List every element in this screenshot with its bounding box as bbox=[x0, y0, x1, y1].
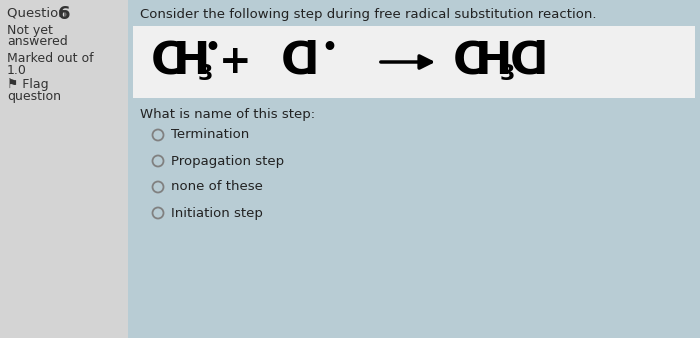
Text: What is name of this step:: What is name of this step: bbox=[140, 108, 315, 121]
Text: H: H bbox=[475, 41, 512, 83]
Bar bbox=[133, 26, 695, 98]
Text: Not yet: Not yet bbox=[7, 24, 53, 37]
Text: Propagation step: Propagation step bbox=[171, 154, 284, 168]
Text: ⚑ Flag: ⚑ Flag bbox=[7, 78, 48, 91]
Text: Initiation step: Initiation step bbox=[171, 207, 263, 219]
Text: C: C bbox=[453, 41, 486, 83]
Text: l: l bbox=[532, 41, 547, 83]
Text: Question: Question bbox=[7, 7, 71, 20]
Text: Termination: Termination bbox=[171, 128, 249, 142]
Text: l: l bbox=[303, 41, 319, 83]
Text: H: H bbox=[173, 41, 211, 83]
Text: Marked out of: Marked out of bbox=[7, 52, 94, 65]
Text: Consider the following step during free radical substitution reaction.: Consider the following step during free … bbox=[140, 8, 596, 21]
Bar bbox=[0, 0, 128, 338]
Text: 3: 3 bbox=[500, 64, 515, 84]
Text: answered: answered bbox=[7, 35, 68, 48]
Text: C: C bbox=[281, 41, 314, 83]
Text: 3: 3 bbox=[198, 64, 214, 84]
Text: C: C bbox=[151, 41, 183, 83]
Text: C: C bbox=[510, 41, 542, 83]
Text: 6: 6 bbox=[58, 5, 71, 23]
Text: question: question bbox=[7, 90, 61, 103]
Text: •: • bbox=[204, 36, 220, 60]
Text: •: • bbox=[321, 36, 337, 60]
Text: none of these: none of these bbox=[171, 180, 263, 193]
Text: 1.0: 1.0 bbox=[7, 64, 27, 77]
Text: +: + bbox=[219, 43, 251, 81]
